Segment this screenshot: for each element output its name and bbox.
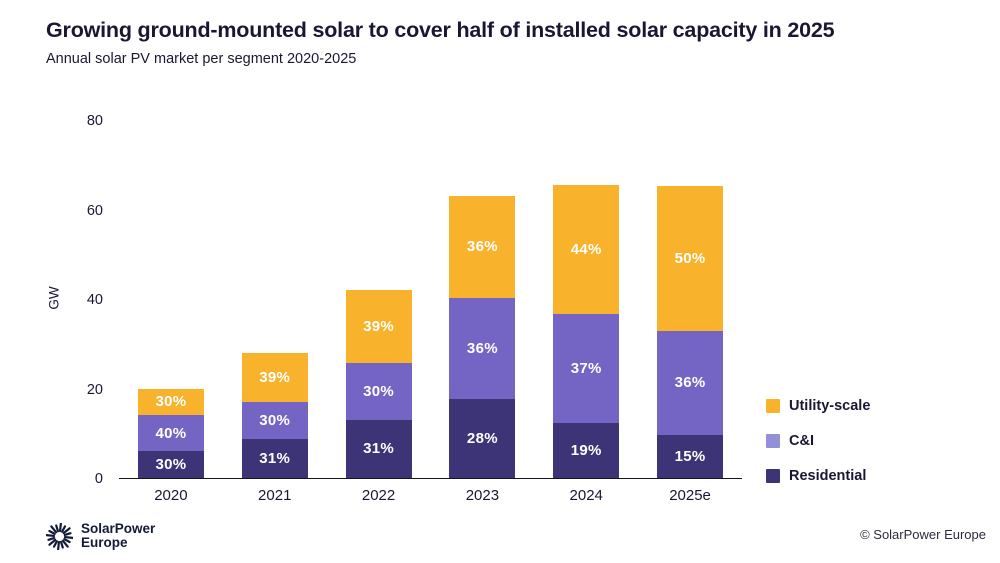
segment-2021-ci: 30% [241, 401, 308, 440]
segment-percent-label: 44% [570, 241, 602, 259]
y-axis: 0 20 40 60 80 [58, 0, 103, 563]
x-tick-label-2024: 2024 [569, 487, 603, 504]
segment-2025e-ci: 36% [657, 330, 724, 435]
segment-2023-utilityscale: 36% [449, 196, 516, 298]
sunburst-logo-icon [46, 522, 73, 550]
legend-label: Utility-scale [789, 398, 871, 414]
chart-subtitle: Annual solar PV market per segment 2020-… [46, 51, 357, 67]
segment-2022-residential: 31% [345, 419, 412, 478]
solarpower-logo: SolarPower Europe [46, 522, 155, 550]
x-axis: 2020 2021 2022 2023 2024 2025e [119, 487, 742, 504]
legend-label: C&I [789, 433, 814, 449]
segment-percent-label: 30% [363, 383, 395, 401]
y-tick-label-0: 0 [94, 471, 103, 487]
logo-line1: SolarPower [81, 521, 156, 536]
bar-2024: 19% 37% 44% [553, 185, 620, 478]
segment-percent-label: 30% [259, 411, 291, 429]
legend-swatch-icon [766, 469, 780, 483]
segment-percent-label: 36% [674, 374, 706, 392]
segment-2024-ci: 37% [553, 314, 620, 423]
segment-2023-ci: 36% [449, 297, 516, 400]
x-tick-label-2020: 2020 [154, 487, 188, 504]
x-tick-label-2022: 2022 [361, 487, 396, 504]
segment-2021-utilityscale: 39% [241, 352, 308, 402]
legend-item-ci: C&I [766, 433, 870, 449]
segment-percent-label: 19% [570, 441, 602, 459]
x-tick-label-2025e: 2025e [669, 487, 711, 504]
bar-2021: 31% 30% 39% [241, 352, 308, 478]
y-tick-label-80: 80 [86, 113, 103, 129]
segment-percent-label: 30% [155, 456, 187, 474]
copyright-notice: © SolarPower Europe [860, 527, 986, 542]
legend-item-utilityscale: Utility-scale [766, 398, 870, 414]
segment-percent-label: 36% [466, 238, 498, 256]
y-tick-label-60: 60 [86, 202, 103, 219]
segment-2020-residential: 30% [137, 451, 204, 478]
legend: Utility-scale C&I Residential [766, 398, 870, 503]
segment-percent-label: 30% [155, 393, 187, 411]
segment-percent-label: 31% [363, 440, 395, 458]
x-tick-label-2021: 2021 [258, 487, 292, 504]
logo-text: SolarPower Europe [81, 522, 155, 550]
logo-line2: Europe [81, 535, 128, 550]
chart-title: Growing ground-mounted solar to cover ha… [46, 18, 835, 42]
y-tick-label-40: 40 [86, 292, 103, 308]
legend-label: Residential [789, 468, 867, 484]
segment-percent-label: 40% [155, 424, 187, 442]
x-tick-label-2023: 2023 [465, 487, 500, 504]
segment-percent-label: 37% [570, 359, 602, 377]
legend-swatch-icon [766, 399, 780, 413]
segment-2022-utilityscale: 39% [345, 290, 412, 364]
segment-2024-utilityscale: 44% [553, 185, 620, 315]
legend-swatch-icon [766, 434, 780, 448]
plot-area: 30% 40% 30% 31% 30% 39% 31% 30% 39% 28% 36% 36% 19% 3… [119, 121, 742, 479]
segment-2022-ci: 30% [345, 363, 412, 420]
segment-2025e-utilityscale: 50% [657, 186, 724, 331]
bar-2023: 28% 36% 36% [449, 196, 516, 478]
segment-2021-residential: 31% [241, 439, 308, 478]
legend-item-residential: Residential [766, 468, 870, 484]
segment-percent-label: 50% [674, 250, 706, 268]
segment-percent-label: 31% [259, 450, 291, 468]
segment-2020-ci: 40% [137, 415, 204, 452]
segment-percent-label: 36% [466, 339, 498, 357]
bar-2020: 30% 40% 30% [137, 388, 204, 478]
bar-2022: 31% 30% 39% [345, 290, 412, 478]
segment-percent-label: 15% [674, 447, 706, 465]
segment-percent-label: 28% [466, 430, 498, 448]
segment-percent-label: 39% [259, 368, 291, 386]
segment-2024-residential: 19% [553, 422, 620, 478]
bar-2025e: 15% 36% 50% [657, 186, 724, 478]
segment-2023-residential: 28% [449, 399, 516, 478]
segment-2020-utilityscale: 30% [137, 388, 204, 416]
y-tick-label-20: 20 [86, 381, 103, 398]
segment-2025e-residential: 15% [657, 434, 724, 478]
segment-percent-label: 39% [363, 318, 395, 336]
